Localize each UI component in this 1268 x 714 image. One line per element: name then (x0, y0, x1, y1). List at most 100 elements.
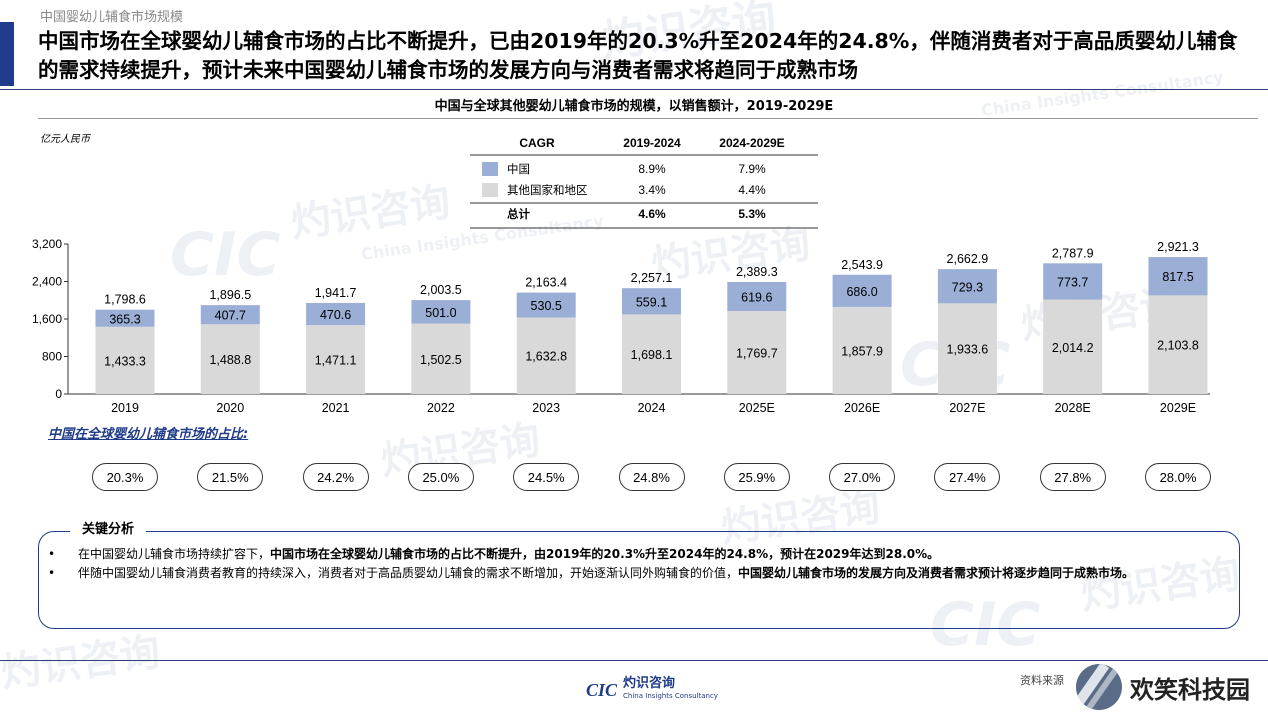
share-label: 中国在全球婴幼儿辅食市场的占比: (48, 427, 249, 442)
badge-text: 欢笑科技园 (1130, 675, 1250, 704)
bar-china (1148, 257, 1208, 296)
share-pill: 24.5% (513, 463, 580, 491)
data-label-total: 1,941.7 (315, 286, 357, 300)
x-tick-label: 2026E (844, 401, 880, 415)
bar-other (200, 324, 260, 394)
x-tick-label: 2021 (322, 401, 350, 415)
share-pill: 25.0% (407, 463, 474, 491)
data-label-total: 2,163.4 (525, 276, 567, 290)
data-label-china: 559.1 (636, 295, 667, 309)
bar-china (411, 300, 471, 324)
bar-china (200, 305, 260, 325)
bullet-bold: 中国市场在全球婴幼儿辅食市场的占比不断提升 (270, 547, 523, 561)
bar-other (622, 314, 681, 394)
y-tick-label: 3,200 (32, 237, 62, 251)
cagr-value: 3.4% (638, 183, 666, 197)
share-pill: 24.2% (302, 463, 369, 491)
data-label-total: 1,896.5 (209, 288, 251, 302)
data-label-other: 2,014.2 (1052, 341, 1094, 355)
bar-china (1043, 263, 1103, 300)
data-label-other: 2,103.8 (1157, 339, 1199, 353)
logo-en: China Insights Consultancy (623, 692, 718, 700)
data-label-china: 470.6 (320, 308, 351, 322)
cagr-value: 4.4% (738, 183, 766, 197)
data-label-total: 2,389.3 (736, 265, 778, 279)
data-label-china: 729.3 (952, 280, 983, 294)
bullet-text: 伴随中国婴幼儿辅食消费者教育的持续深入，消费者对于高品质婴幼儿辅食的需求不断增加… (78, 566, 739, 580)
legend-swatch (482, 162, 498, 176)
share-pill: 28.0% (1145, 463, 1211, 491)
share-pill: 20.3% (92, 463, 158, 491)
share-pill: 24.8% (618, 463, 685, 491)
bullet-bold: 中国婴幼儿辅食市场的发展方向及消费者需求预计将逐步趋同于成熟市场。 (738, 566, 1135, 580)
unit-label: 亿元人民币 (40, 134, 90, 145)
title-divider (38, 118, 1258, 119)
data-label-china: 407.7 (215, 309, 246, 323)
bar-china (306, 302, 366, 326)
bullet-text: 在中国婴幼儿辅食市场持续扩容下， (78, 547, 271, 561)
share-pill: 27.0% (829, 463, 896, 491)
y-tick-label: 800 (42, 350, 62, 364)
data-label-china: 619.6 (741, 291, 772, 305)
footer-logo: CIC 灼识咨询 China Insights Consultancy (586, 676, 718, 702)
logo-cn: 灼识咨询 (623, 676, 676, 691)
share-pill: 25.9% (723, 463, 790, 491)
analysis-title: 关键分析 (70, 518, 147, 537)
data-label-other: 1,488.8 (209, 353, 251, 367)
bar-china (727, 282, 787, 312)
cagr-row-label: 总计 (507, 207, 530, 221)
data-label-other: 1,933.6 (947, 343, 989, 357)
data-label-china: 817.5 (1162, 270, 1193, 284)
share-pill: 27.4% (934, 463, 1001, 491)
bullet-tail: ，由2019年的20.3%升至2024年的24.8%，预计在2029年达到28.… (522, 547, 940, 561)
data-label-other: 1,502.5 (420, 353, 462, 367)
cagr-header: 2024-2029E (719, 136, 784, 150)
page-headline: 中国市场在全球婴幼儿辅食市场的占比不断提升，已由2019年的20.3%升至202… (38, 29, 1238, 82)
share-pill: 21.5% (197, 463, 264, 491)
data-label-total: 2,257.1 (631, 271, 673, 285)
cagr-row-label: 其他国家和地区 (507, 183, 588, 197)
bar-china (937, 269, 997, 304)
y-tick-label: 2,400 (32, 275, 62, 289)
share-pill: 27.8% (1039, 463, 1106, 491)
bar-other (937, 303, 997, 394)
logo-mark: CIC (586, 679, 618, 700)
data-label-china: 530.5 (531, 299, 562, 313)
data-label-total: 2,543.9 (841, 258, 883, 272)
accent-bar (0, 22, 14, 86)
breadcrumb: 中国婴幼儿辅食市场规模 (40, 10, 184, 25)
data-label-china: 501.0 (425, 306, 456, 320)
data-label-china: 773.7 (1057, 275, 1088, 289)
chart-title: 中国与全球其他婴幼儿辅食市场的规模，以销售额计，2019-2029E (434, 99, 834, 114)
x-tick-label: 2020 (216, 401, 244, 415)
bar-other (727, 311, 787, 394)
badge: 欢笑科技园 (1076, 662, 1250, 712)
data-label-other: 1,857.9 (841, 344, 883, 358)
analysis-bullet: • 伴随中国婴幼儿辅食消费者教育的持续深入，消费者对于高品质婴幼儿辅食的需求不断… (48, 566, 1135, 580)
x-tick-label: 2025E (739, 401, 775, 415)
bar-other (411, 323, 471, 394)
x-tick-label: 2024 (638, 401, 666, 415)
x-tick-label: 2019 (111, 401, 139, 415)
cagr-header: 2019-2024 (623, 136, 681, 150)
data-label-total: 2,921.3 (1157, 240, 1199, 254)
data-label-other: 1,698.1 (631, 348, 673, 362)
analysis-box (38, 531, 1240, 629)
data-label-china: 365.3 (109, 312, 140, 326)
x-tick-label: 2028E (1055, 401, 1091, 415)
y-tick-label: 0 (55, 387, 62, 401)
x-tick-label: 2023 (532, 401, 560, 415)
cagr-row-label: 中国 (507, 163, 530, 176)
data-label-other: 1,471.1 (315, 354, 357, 368)
legend-swatch (482, 183, 498, 197)
cagr-header: CAGR (519, 136, 555, 150)
badge-icon (1076, 664, 1122, 710)
data-label-total: 2,787.9 (1052, 246, 1094, 260)
bar-china (832, 274, 892, 307)
cagr-value: 5.3% (738, 207, 766, 221)
y-tick-label: 1,600 (32, 312, 62, 326)
cagr-value: 7.9% (738, 162, 766, 176)
data-label-other: 1,433.3 (104, 354, 146, 368)
x-tick-label: 2027E (949, 401, 985, 415)
x-tick-label: 2022 (427, 401, 455, 415)
